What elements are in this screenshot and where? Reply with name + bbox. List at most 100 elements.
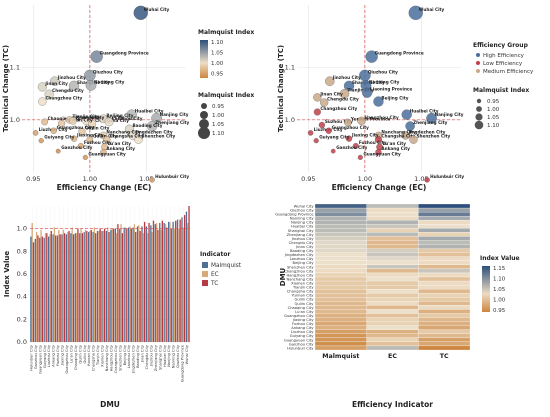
heatmap-row-label: Shanghai City: [288, 229, 314, 233]
bar-ec: [173, 228, 176, 342]
heatmap-cell: [366, 329, 419, 334]
bar-x-tick: Wuhai City: [185, 344, 189, 364]
bar-ec: [58, 229, 60, 342]
bar-malmquist: [119, 228, 121, 342]
bar-ec: [62, 229, 64, 342]
bar-malmquist: [96, 230, 99, 342]
sc1-point-label: Guilin City: [85, 125, 110, 130]
heatmap-cell: [366, 321, 419, 326]
sc2-point-label: Yunnan Province: [350, 116, 391, 121]
bar-legend-label: TC: [210, 281, 218, 287]
sc2-size-legend-label: 1.00: [487, 107, 500, 113]
sc2-point-label: Nanchang City: [381, 129, 416, 134]
heatmap-row-label: Xiamen City: [291, 282, 314, 286]
bar-x-tick: Lanzhou City: [127, 344, 131, 368]
bar-malmquist: [65, 234, 68, 342]
bar-tc: [139, 230, 141, 342]
bar-ec: [31, 223, 33, 342]
sc1-color-legend-title: Malmquist Index: [198, 29, 254, 36]
sc2-point-label: Jinzhou City: [332, 75, 361, 80]
sc2-point-label: Zhenjiang City: [413, 120, 447, 125]
heatmap-cell: [366, 228, 419, 233]
heatmap-cell: [418, 211, 471, 217]
sc2-point: [357, 154, 363, 160]
bar-x-tick: Guiyang City: [43, 344, 47, 368]
heatmap-cell: [366, 309, 419, 314]
sc1-point-label: Jingdezhen City: [135, 129, 173, 134]
heatmap-col-label: Malmquist: [322, 353, 359, 360]
heatmap-colorbar: [482, 266, 490, 312]
sc1-point-label: Changzhou City: [45, 96, 82, 101]
heatmap-colorbar-tick: 0.95: [493, 308, 506, 314]
sc1-point: [90, 50, 103, 63]
heatmap-cell: [418, 240, 471, 245]
heatmap-cell: [314, 337, 367, 343]
sc2-point-label: Guiyang City: [319, 135, 349, 140]
sc2-point: [319, 98, 329, 107]
heatmap-row-label: Jiaxing City: [292, 318, 314, 322]
bar-tc: [143, 221, 146, 342]
bar-y-axis-label: Index Value: [3, 251, 11, 297]
sc1-point: [69, 117, 77, 125]
bar-x-tick: Quilin City: [78, 344, 82, 363]
heatmap-cell: [366, 333, 419, 338]
scatter-group-chart: 0.95 1.00 1.05 1.0 1.1 Wuhai City Guangdong Pr…: [277, 5, 534, 192]
bar-x-tick: Chaoqing City: [74, 344, 78, 370]
bar-malmquist: [105, 230, 108, 342]
heatmap-cell: [314, 309, 367, 314]
bar-x-tick: Changzhou City: [114, 344, 118, 373]
sc1-point: [55, 148, 61, 154]
sc1-colorbar-tick: 0.95: [211, 72, 224, 78]
heatmap-cell: [314, 313, 367, 318]
sc1-point: [126, 109, 137, 120]
bar-x-tick: Nanchang City: [105, 344, 109, 371]
bar-ec: [187, 223, 189, 342]
sc1-point: [50, 127, 57, 134]
heatmap-row-label: Hulunbuir City: [287, 346, 314, 350]
heatmap-row-label: Zhenjiang City: [287, 233, 315, 237]
sc2-plot-area: 0.95 1.00 1.05 1.0 1.1 Wuhai City Guangdong Pr…: [285, 5, 464, 183]
sc1-point-label: Jiaxing City: [76, 133, 104, 138]
bar-ec: [80, 228, 82, 342]
sc1-point: [134, 135, 143, 144]
sc2-point: [401, 131, 410, 140]
heatmap-cell: [314, 240, 367, 245]
bar-tc: [152, 220, 155, 342]
sc1-point-label: Ganzhou City: [61, 145, 92, 150]
sc1-x-axis-label: Efficiency Change (EC): [57, 183, 152, 192]
heatmap-row-label: Huaibei City: [291, 225, 314, 229]
sc2-y-axis-label: Technical Change (TC): [277, 45, 285, 132]
bar-legend-swatch: [202, 280, 208, 286]
heatmap-cell: [366, 211, 419, 217]
sc2-group-legend-label: High Efficiency: [483, 53, 525, 59]
sc1-point-label: Chaoqing City: [48, 116, 81, 121]
bar-tc: [130, 228, 132, 342]
heatmap-col-label: EC: [388, 353, 397, 360]
bar-x-tick: Fuzhou City: [56, 344, 60, 366]
bar-x-tick: Hangzhou City: [109, 344, 113, 371]
sc1-point: [50, 76, 60, 86]
sc1-y-axis-label: Technical Change (TC): [2, 45, 10, 132]
bar-y-tick: 0.6: [17, 270, 27, 278]
bar-ec: [120, 224, 122, 342]
sc2-size-legend-dot: [476, 98, 482, 104]
bar-malmquist: [168, 221, 170, 342]
sc1-y-tick: 1.0: [10, 116, 20, 124]
sc2-point: [344, 118, 352, 127]
heatmap-cell: [314, 211, 367, 217]
scatter-malmquist-chart: 0.95 1.00 1.05 1.0 1.1 Wuhai City Guangdong Pr…: [2, 5, 254, 192]
heatmap-cell: [366, 301, 419, 306]
bar-tc: [86, 230, 88, 342]
sc1-point: [104, 117, 114, 127]
heatmap-row-label: Yunnan City: [292, 294, 315, 298]
sc1-point-label: Tianjin City: [73, 114, 100, 119]
sc2-x-axis-label: Efficiency Change (EC): [332, 183, 427, 192]
sc2-point-label: Jinan City: [319, 91, 343, 96]
bar-ec: [89, 230, 91, 342]
sc1-point-label: Jinzhou City: [57, 75, 86, 80]
heatmap-cell: [314, 264, 367, 270]
sc2-point: [352, 142, 359, 149]
sc2-group-legend-dot: [476, 53, 480, 57]
heatmap-row-label: Guangzhou City: [284, 314, 314, 318]
bar-tc: [166, 227, 168, 342]
